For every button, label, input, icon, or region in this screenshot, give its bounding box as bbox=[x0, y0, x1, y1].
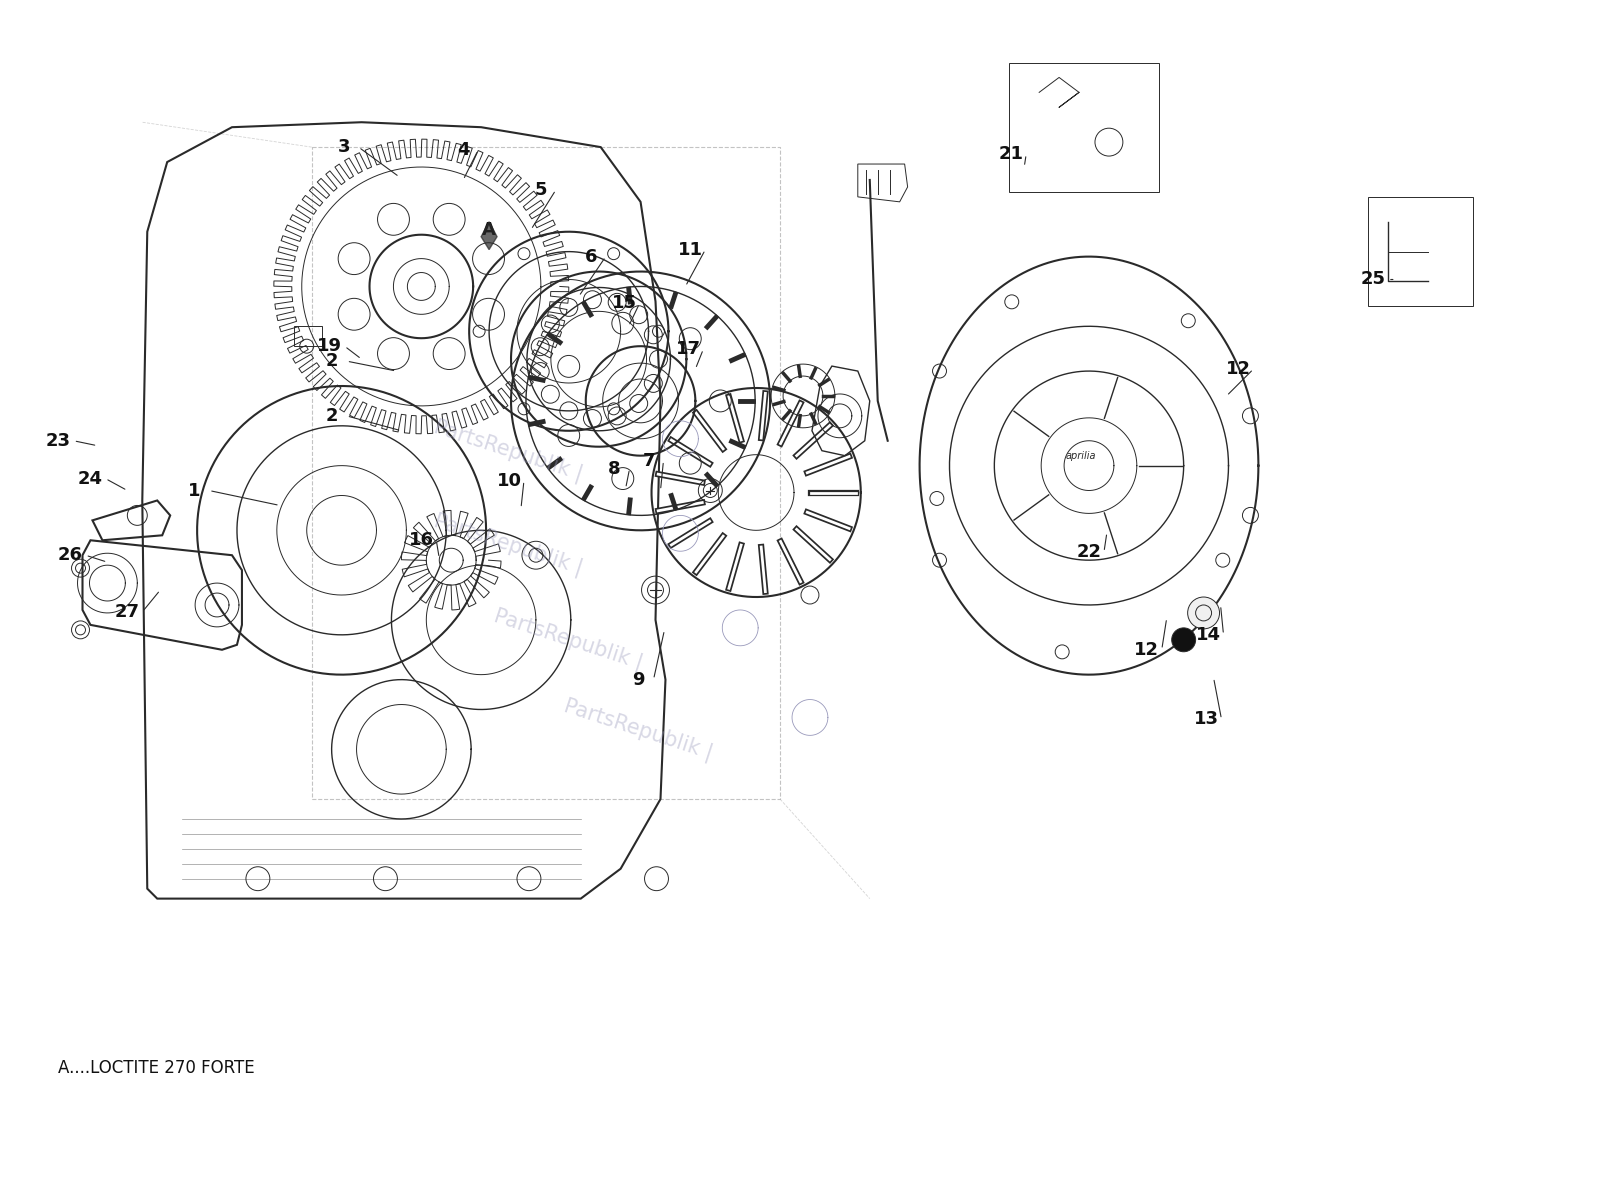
Text: 22: 22 bbox=[1077, 544, 1101, 562]
Text: 2: 2 bbox=[325, 407, 338, 425]
Text: 27: 27 bbox=[115, 602, 139, 620]
Text: 6: 6 bbox=[584, 247, 597, 265]
Polygon shape bbox=[482, 222, 498, 250]
Circle shape bbox=[1187, 598, 1219, 629]
Text: 10: 10 bbox=[496, 472, 522, 490]
Text: 5: 5 bbox=[534, 181, 547, 199]
Bar bbox=[294, 326, 322, 346]
Text: PartsRepublik |: PartsRepublik | bbox=[562, 695, 715, 763]
Text: 16: 16 bbox=[410, 532, 434, 550]
Text: 2: 2 bbox=[325, 352, 338, 370]
Text: 1: 1 bbox=[187, 481, 200, 499]
Text: 11: 11 bbox=[678, 241, 702, 259]
Text: 15: 15 bbox=[613, 294, 637, 312]
Circle shape bbox=[1171, 628, 1195, 652]
Bar bbox=[1368, 197, 1472, 306]
Text: 12: 12 bbox=[1134, 641, 1160, 659]
Text: 19: 19 bbox=[317, 337, 342, 355]
Text: 14: 14 bbox=[1197, 626, 1221, 644]
Text: 23: 23 bbox=[46, 432, 70, 450]
Text: A....LOCTITE 270 FORTE: A....LOCTITE 270 FORTE bbox=[58, 1058, 254, 1076]
Text: 21: 21 bbox=[998, 145, 1024, 163]
Text: 3: 3 bbox=[338, 138, 350, 156]
Text: 12: 12 bbox=[1226, 360, 1251, 378]
Text: PartsRepublik |: PartsRepublik | bbox=[432, 511, 586, 580]
Text: 26: 26 bbox=[58, 546, 83, 564]
Text: PartsRepublik |: PartsRepublik | bbox=[432, 416, 586, 485]
Text: 24: 24 bbox=[78, 469, 102, 487]
Text: 8: 8 bbox=[608, 460, 621, 478]
Text: aprilia: aprilia bbox=[1066, 451, 1096, 461]
Text: 17: 17 bbox=[675, 340, 701, 358]
Text: 4: 4 bbox=[458, 142, 469, 160]
Text: 7: 7 bbox=[642, 451, 654, 469]
Text: 9: 9 bbox=[632, 671, 645, 689]
Text: A: A bbox=[482, 221, 496, 239]
Bar bbox=[1010, 62, 1158, 192]
Text: PartsRepublik |: PartsRepublik | bbox=[491, 606, 645, 674]
Text: 25: 25 bbox=[1360, 270, 1386, 288]
Text: 13: 13 bbox=[1194, 710, 1219, 728]
